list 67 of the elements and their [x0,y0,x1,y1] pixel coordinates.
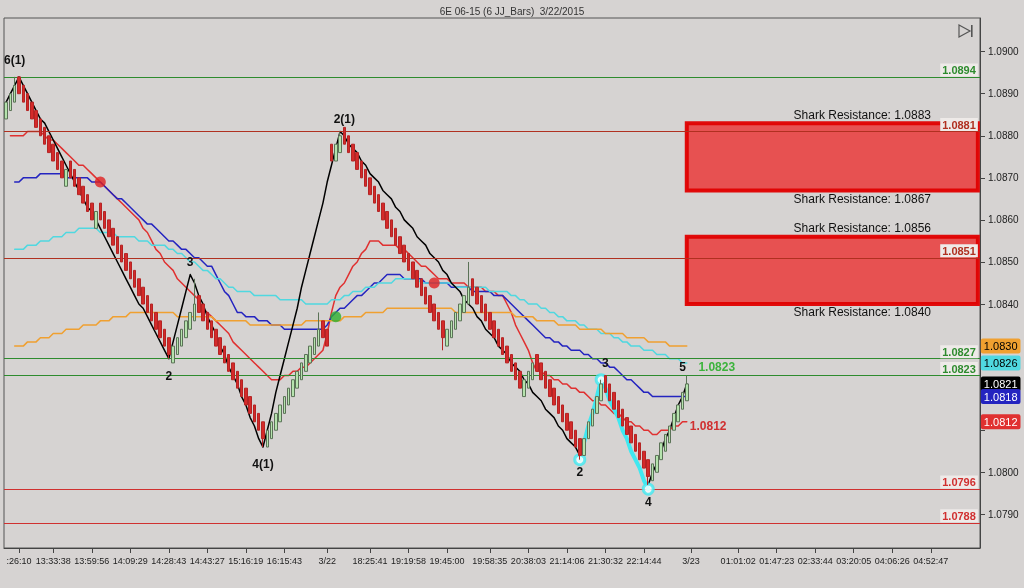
point [641,482,655,496]
point [94,176,106,188]
x-tick-label: 01:01:02 [720,555,756,566]
x-tick-label: 04:52:47 [913,555,949,566]
y-tick-label: 1.0850 [988,256,1020,268]
ref-line-label: 1.0827 [942,345,976,358]
x-tick-label: 3/22 [318,555,336,566]
annotation: Shark Resistance: 1.0856 [793,221,932,236]
ref-line-label: 1.0894 [942,63,977,76]
text: 1.0818 [983,390,1018,403]
text: 1.0821 [983,377,1018,390]
annotation: Shark Resistance: 1.0883 [793,107,932,122]
x-tick-label: 22:14:44 [626,555,662,566]
x-tick-label: 02:33:44 [797,555,833,566]
x-tick-label: 04:06:26 [874,555,910,566]
y-tick-label: 1.0880 [988,130,1020,142]
y-tick-label: 1.0870 [988,172,1020,184]
point [428,277,440,289]
y-tick-label: 1.0860 [988,214,1020,226]
ref-line-label: 1.0881 [942,118,976,131]
y-tick-label: 1.0790 [988,508,1020,520]
candlestick [94,210,98,229]
annotation: 2 [576,465,584,480]
x-tick-label: :26:10 [6,555,32,566]
chart-title: 6E 06-15 (6 JJ_Bars) 3/22/2015 [439,5,585,17]
x-tick-label: 13:33:38 [35,555,71,566]
line-series [13,172,688,398]
x-tick-label: 18:25:41 [352,555,388,566]
x-tick-label: 19:45:00 [429,555,465,566]
annotation: 1.0812 [689,419,727,434]
ref-line-label: 1.0788 [942,509,976,522]
annotation: 2(1) [333,111,355,126]
x-tick-label: 16:15:43 [266,555,302,566]
x-tick-label: 14:09:29 [112,555,148,566]
text: 1.0826 [983,356,1018,369]
x-tick-label: 14:43:27 [189,555,225,566]
x-tick-label: 21:30:32 [587,555,623,566]
annotation: Shark Resistance: 1.0867 [793,191,932,206]
x-tick-label: 01:47:23 [759,555,795,566]
y-tick-label: 1.0900 [988,46,1020,58]
x-tick-label: 3/23 [682,555,700,566]
candlestick [64,168,68,187]
ref-line-label: 1.0796 [942,476,976,489]
text: 1.0830 [983,340,1018,353]
text: 1.0812 [983,415,1018,428]
x-tick-label: 14:28:43 [151,555,187,566]
x-tick-label: 03:20:05 [836,555,872,566]
x-tick-label: 15:16:19 [228,555,264,566]
ref-line-label: 1.0851 [942,244,976,257]
y-tick-label: 1.0800 [988,466,1020,478]
annotation: 1.0823 [698,360,736,375]
ref-line-label: 1.0823 [942,362,976,375]
annotation: 6(1) [4,53,26,68]
x-tick-label: 13:59:56 [74,555,110,566]
x-tick-label: 21:14:06 [549,555,585,566]
candlestick [330,143,333,162]
annotation: 4 [644,494,652,509]
line-series [13,307,688,347]
annotation: Shark Resistance: 1.0840 [793,305,932,320]
annotation: 4(1) [252,456,274,471]
x-tick-label: 20:38:03 [510,555,546,566]
x-tick-label: 19:19:58 [391,555,427,566]
point [330,311,342,323]
x-tick-label: 19:58:35 [472,555,508,566]
y-tick-label: 1.0840 [988,298,1020,310]
annotation: 5 [679,360,687,375]
y-tick-label: 1.0890 [988,88,1020,100]
